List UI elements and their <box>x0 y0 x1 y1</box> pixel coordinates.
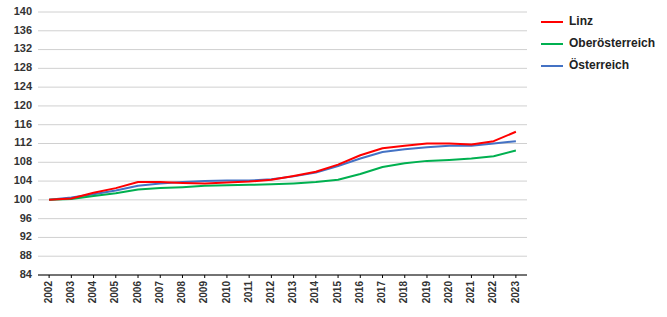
grid-line <box>38 218 527 219</box>
series-line <box>49 151 516 200</box>
x-tick-label: 2019 <box>421 281 432 304</box>
x-tick <box>204 275 205 278</box>
legend-label: Oberösterreich <box>569 36 655 50</box>
x-tick-label: 2018 <box>398 281 409 304</box>
x-tick <box>160 275 161 278</box>
x-tick <box>93 275 94 278</box>
x-tick <box>471 275 472 278</box>
x-tick-label: 2023 <box>510 281 521 304</box>
x-tick <box>382 275 383 278</box>
x-tick-label: 2004 <box>87 281 98 304</box>
grid-line <box>38 199 527 200</box>
series-line <box>49 132 516 200</box>
legend: Linz Oberösterreich Österreich <box>541 14 655 72</box>
y-tick-label: 120 <box>14 99 32 111</box>
y-tick-label: 108 <box>14 155 32 167</box>
y-tick-label: 92 <box>20 230 32 242</box>
x-tick <box>493 275 494 278</box>
lines <box>49 132 516 200</box>
grid-line <box>38 237 527 238</box>
y-tick-label: 96 <box>20 212 32 224</box>
y-tick-label: 136 <box>14 24 32 36</box>
x-tick <box>182 275 183 278</box>
x-tick-label: 2005 <box>109 281 120 304</box>
x-tick-label: 2002 <box>43 281 54 304</box>
x-tick <box>426 275 427 278</box>
grid-line <box>38 12 527 13</box>
x-tick-label: 2007 <box>154 281 165 304</box>
x-tick-label: 2016 <box>354 281 365 304</box>
x-tick-label: 2008 <box>176 281 187 304</box>
x-tick-label: 2020 <box>443 281 454 304</box>
x-tick <box>249 275 250 278</box>
legend-swatch <box>541 43 563 45</box>
grid-line <box>38 30 527 31</box>
y-tick-label: 88 <box>20 249 32 261</box>
grid-line <box>38 256 527 257</box>
y-tick-label: 132 <box>14 42 32 54</box>
x-tick-label: 2011 <box>243 281 254 303</box>
x-tick-label: 2017 <box>376 281 387 304</box>
x-tick-label: 2006 <box>132 281 143 304</box>
grid-line <box>38 49 527 50</box>
series-line <box>49 141 516 200</box>
x-tick <box>71 275 72 278</box>
legend-swatch <box>541 65 563 67</box>
x-tick <box>49 275 50 278</box>
x-tick <box>315 275 316 278</box>
grid-line <box>38 68 527 69</box>
grid-line <box>38 275 527 276</box>
y-tick-label: 128 <box>14 61 32 73</box>
x-tick-label: 2012 <box>265 281 276 304</box>
y-tick-label: 140 <box>14 5 32 17</box>
x-tick <box>338 275 339 278</box>
x-tick-label: 2014 <box>309 281 320 304</box>
grid-line <box>38 105 527 106</box>
legend-swatch <box>541 21 563 23</box>
y-tick-label: 124 <box>14 80 33 92</box>
x-axis: 2002 2003 2004 2005 2006 2007 2008 2009 2010 2011… <box>38 275 527 303</box>
x-tick-label: 2021 <box>465 281 476 304</box>
grid <box>38 12 527 275</box>
x-tick <box>515 275 516 278</box>
x-tick-label: 2015 <box>332 281 343 304</box>
y-tick-label: 84 <box>20 268 33 280</box>
grid-line <box>38 124 527 125</box>
grid-line <box>38 162 527 163</box>
y-tick-label: 112 <box>14 136 32 148</box>
x-tick <box>226 275 227 278</box>
x-tick-label: 2009 <box>198 281 209 304</box>
grid-line <box>38 181 527 182</box>
x-tick-label: 2010 <box>221 281 232 304</box>
x-tick <box>293 275 294 278</box>
x-tick-label: 2013 <box>287 281 298 304</box>
x-tick <box>138 275 139 278</box>
y-tick-label: 116 <box>14 118 32 130</box>
x-tick <box>449 275 450 278</box>
x-tick <box>271 275 272 278</box>
y-axis: 84 88 92 96 100 104 108 112 116 120 124 128 132 136 14… <box>14 5 33 280</box>
x-tick-label: 2003 <box>65 281 76 304</box>
x-axis-line <box>38 275 527 276</box>
legend-label: Linz <box>569 14 593 28</box>
x-tick <box>115 275 116 278</box>
y-tick-label: 100 <box>14 193 32 205</box>
chart: 84 88 92 96 100 104 108 112 116 120 124 128 132 136 14… <box>0 0 667 317</box>
legend-label: Österreich <box>569 57 629 72</box>
x-tick <box>404 275 405 278</box>
x-tick <box>360 275 361 278</box>
y-tick-label: 104 <box>14 174 33 186</box>
grid-line <box>38 87 527 88</box>
x-tick-label: 2022 <box>487 281 498 304</box>
